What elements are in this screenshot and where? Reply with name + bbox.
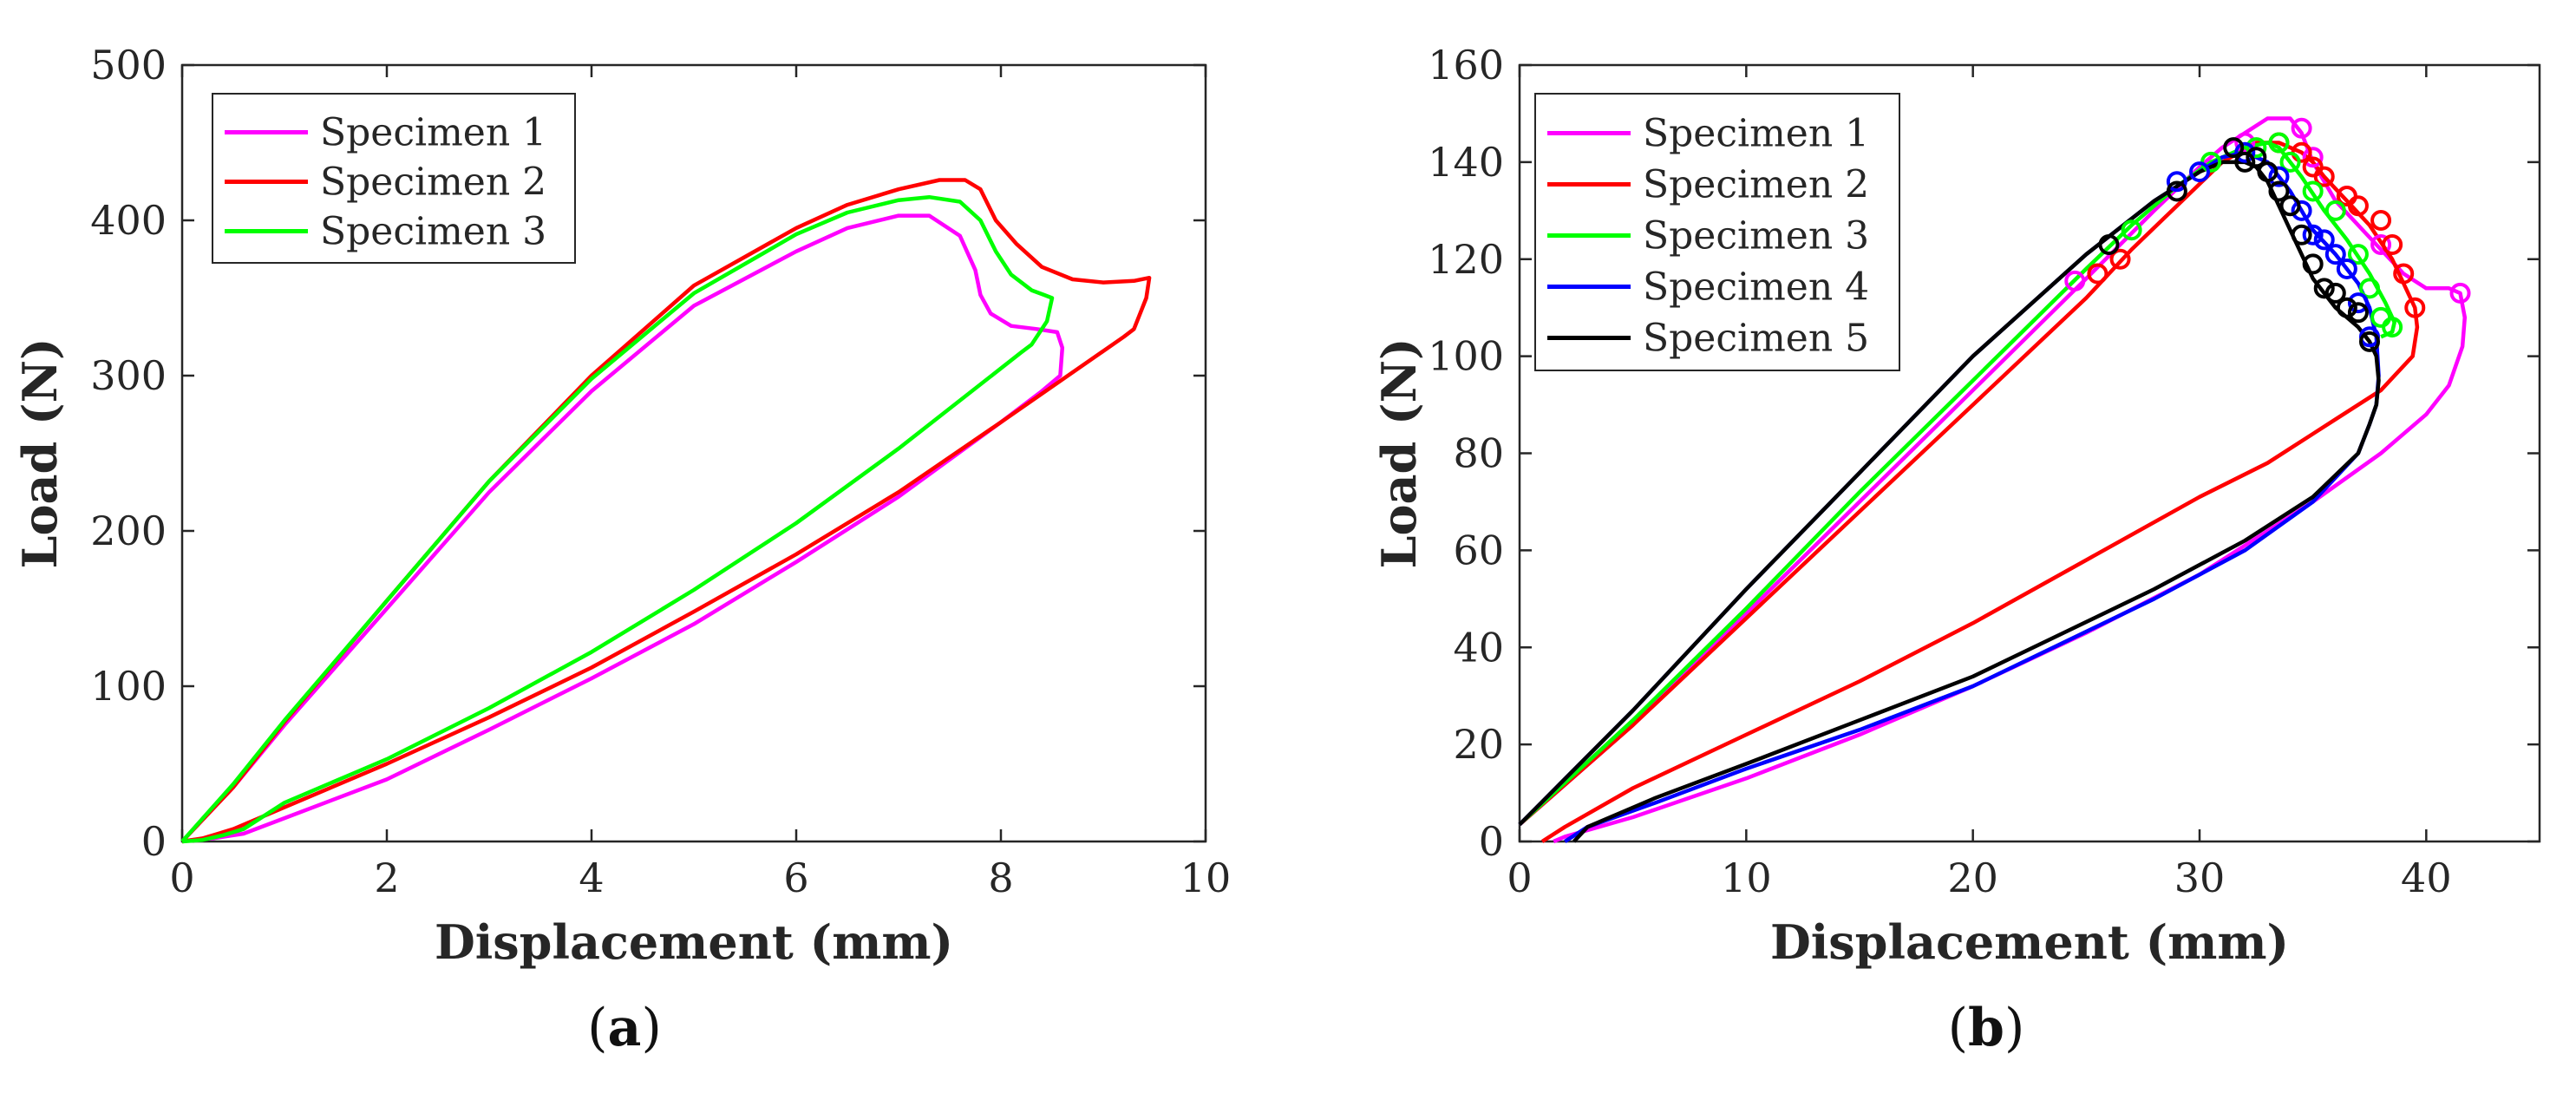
data-marker-specimen-3 (2382, 317, 2403, 338)
legend-label-specimen-1: Specimen 1 (1643, 112, 1869, 156)
legend-box (212, 93, 576, 264)
data-marker-specimen-2 (2347, 195, 2369, 217)
data-marker-specimen-2 (2404, 297, 2426, 318)
x-tick-label: 20 (1947, 854, 1998, 901)
y-tick-label: 400 (90, 197, 167, 244)
data-marker-specimen-3 (2324, 200, 2346, 221)
data-marker-specimen-5 (2279, 195, 2301, 217)
data-marker-specimen-4 (2324, 244, 2346, 265)
y-tick-label: 300 (90, 352, 167, 399)
panel-caption: (b) (1948, 998, 2025, 1058)
data-marker-specimen-2 (2393, 263, 2415, 285)
x-tick-label: 6 (783, 854, 808, 901)
x-tick-label: 10 (1180, 854, 1232, 901)
data-marker-specimen-5 (2257, 161, 2279, 183)
x-tick-label: 0 (169, 854, 194, 901)
x-tick-label: 10 (1721, 854, 1772, 901)
y-tick-label: 500 (90, 42, 167, 88)
data-marker-specimen-1 (2064, 270, 2086, 291)
data-marker-specimen-3 (2302, 180, 2324, 202)
data-marker-specimen-5 (2359, 331, 2380, 352)
legend-label-specimen-1: Specimen 1 (320, 111, 546, 155)
y-tick-label: 80 (1453, 430, 1504, 477)
data-marker-specimen-4 (2313, 229, 2335, 251)
legend-label-specimen-3: Specimen 3 (1643, 214, 1869, 259)
data-marker-specimen-2 (2382, 233, 2403, 255)
legend-label-specimen-2: Specimen 2 (320, 160, 546, 205)
chart-panel-b: 0 10 20 30 40 0 20 40 60 80 100 120 140 160 Displaceme… (1371, 42, 2541, 1058)
y-tick-label: 120 (1428, 236, 1504, 283)
y-tick-label: 0 (1479, 818, 1504, 865)
data-marker-specimen-3 (2279, 151, 2301, 173)
data-marker-specimen-1 (2370, 233, 2392, 255)
x-axis-label: Displacement (mm) (435, 914, 953, 970)
data-marker-specimen-5 (2347, 302, 2369, 324)
y-axis-label: Load (N) (1371, 338, 1427, 569)
data-marker-specimen-5 (2234, 151, 2256, 173)
x-tick-label: 30 (2174, 854, 2226, 901)
y-tick-label: 60 (1453, 527, 1504, 573)
data-marker-specimen-4 (2347, 292, 2369, 314)
y-tick-label: 40 (1453, 624, 1504, 671)
x-tick-label: 2 (374, 854, 399, 901)
series-line-specimen-1 (180, 213, 1065, 844)
x-axis-label: Displacement (mm) (1770, 914, 2289, 970)
legend-label-specimen-2: Specimen 2 (1643, 163, 1869, 207)
y-tick-label: 20 (1453, 721, 1504, 768)
series-line-specimen-2 (180, 178, 1152, 844)
y-tick-label: 140 (1428, 139, 1504, 186)
legend-label-specimen-5: Specimen 5 (1643, 317, 1869, 361)
data-marker-specimen-2 (2313, 166, 2335, 187)
series-line-specimen-3 (180, 194, 1055, 844)
data-marker-specimen-4 (2336, 258, 2357, 279)
data-marker-specimen-2 (2087, 263, 2109, 285)
y-tick-label: 160 (1428, 42, 1504, 88)
series-line-specimen-3 (1518, 141, 2396, 827)
x-tick-label: 4 (579, 854, 604, 901)
data-marker-specimen-4 (2189, 161, 2210, 183)
y-tick-label: 100 (1428, 333, 1504, 380)
legend-box (1534, 93, 1900, 371)
data-marker-specimen-3 (2121, 219, 2142, 241)
data-marker-specimen-5 (2324, 282, 2346, 304)
x-tick-label: 0 (1507, 854, 1532, 901)
y-tick-label: 0 (141, 818, 167, 865)
data-marker-specimen-5 (2313, 278, 2335, 299)
data-marker-specimen-1 (2234, 132, 2256, 154)
data-marker-specimen-2 (2370, 210, 2392, 231)
data-marker-specimen-2 (2109, 248, 2131, 270)
x-tick-label: 8 (988, 854, 1013, 901)
data-marker-specimen-3 (2246, 137, 2267, 159)
data-marker-specimen-5 (2302, 253, 2324, 275)
x-tick-label: 40 (2401, 854, 2452, 901)
data-marker-specimen-5 (2098, 233, 2120, 255)
data-marker-specimen-1 (2302, 147, 2324, 168)
data-marker-specimen-4 (2234, 141, 2256, 163)
data-marker-specimen-4 (2291, 200, 2312, 221)
y-axis-label: Load (N) (12, 338, 68, 569)
data-marker-specimen-5 (2268, 180, 2290, 202)
series-line-specimen-5 (1518, 160, 2381, 843)
data-marker-specimen-4 (2302, 224, 2324, 246)
data-marker-specimen-5 (2336, 297, 2357, 318)
data-marker-specimen-5 (2166, 180, 2187, 202)
data-marker-specimen-1 (2291, 117, 2312, 139)
data-marker-specimen-4 (2268, 166, 2290, 187)
data-marker-specimen-1 (2449, 282, 2471, 304)
legend-label-specimen-3: Specimen 3 (320, 210, 546, 254)
data-marker-specimen-5 (2223, 137, 2245, 159)
data-marker-specimen-3 (2268, 132, 2290, 154)
data-marker-specimen-5 (2246, 147, 2267, 168)
y-tick-label: 100 (90, 663, 167, 710)
data-marker-specimen-3 (2347, 244, 2369, 265)
legend-label-specimen-4: Specimen 4 (1643, 265, 1869, 310)
data-marker-specimen-5 (2291, 224, 2312, 246)
y-tick-label: 200 (90, 507, 167, 554)
panel-caption: (a) (587, 998, 662, 1058)
data-marker-specimen-4 (2166, 171, 2187, 193)
data-marker-specimen-3 (2359, 278, 2380, 299)
